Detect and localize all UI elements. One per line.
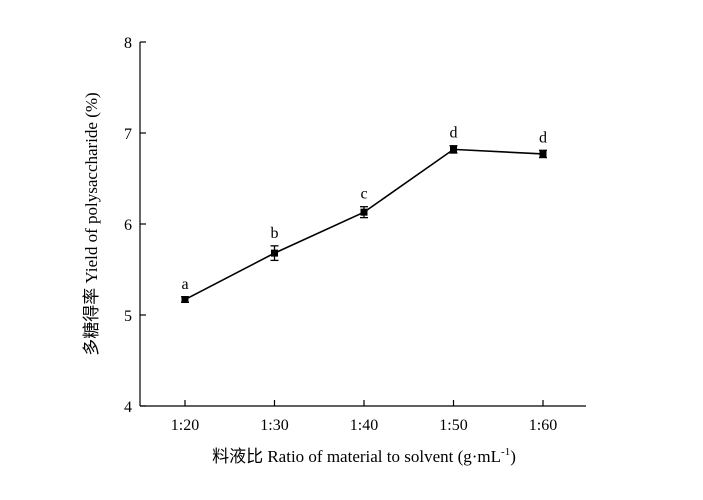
x-axis-label: 料液比 Ratio of material to solvent (g·mL-1…	[212, 446, 516, 466]
y-tick-label: 7	[124, 126, 132, 143]
y-tick-label: 6	[124, 217, 132, 234]
data-point	[450, 145, 457, 153]
x-tick-label: 1:50	[439, 417, 467, 434]
series-line	[184, 148, 544, 301]
significance-letter: d	[450, 125, 458, 142]
data-point	[360, 208, 368, 216]
y-tick-label: 5	[124, 308, 132, 325]
significance-letter: a	[181, 276, 188, 293]
x-tick-label: 1:20	[171, 417, 199, 434]
y-tick-label: 8	[124, 35, 132, 52]
y-axis-label: 多糖得率 Yield of polysaccharide (%)	[82, 92, 101, 355]
axes	[139, 42, 586, 407]
data-point	[539, 150, 547, 158]
x-axis-label-sup: -1	[501, 446, 510, 458]
y-tick-label: 4	[124, 399, 132, 416]
series-group: a b c d d	[181, 125, 547, 304]
y-ticks: 4 5 6 7 8	[124, 35, 146, 416]
data-point	[181, 296, 189, 304]
significance-letter: d	[539, 129, 547, 146]
x-tick-label: 1:60	[529, 417, 557, 434]
x-tick-label: 1:40	[350, 417, 378, 434]
x-tick-label: 1:30	[260, 417, 288, 434]
x-axis-label-end: )	[510, 447, 516, 466]
data-point	[271, 249, 278, 257]
x-ticks: 1:20 1:30 1:40 1:50 1:60	[171, 400, 557, 434]
significance-letter: b	[271, 225, 279, 242]
x-axis-label-main: 料液比 Ratio of material to solvent (g·mL	[212, 447, 501, 466]
significance-letter: c	[360, 186, 367, 203]
